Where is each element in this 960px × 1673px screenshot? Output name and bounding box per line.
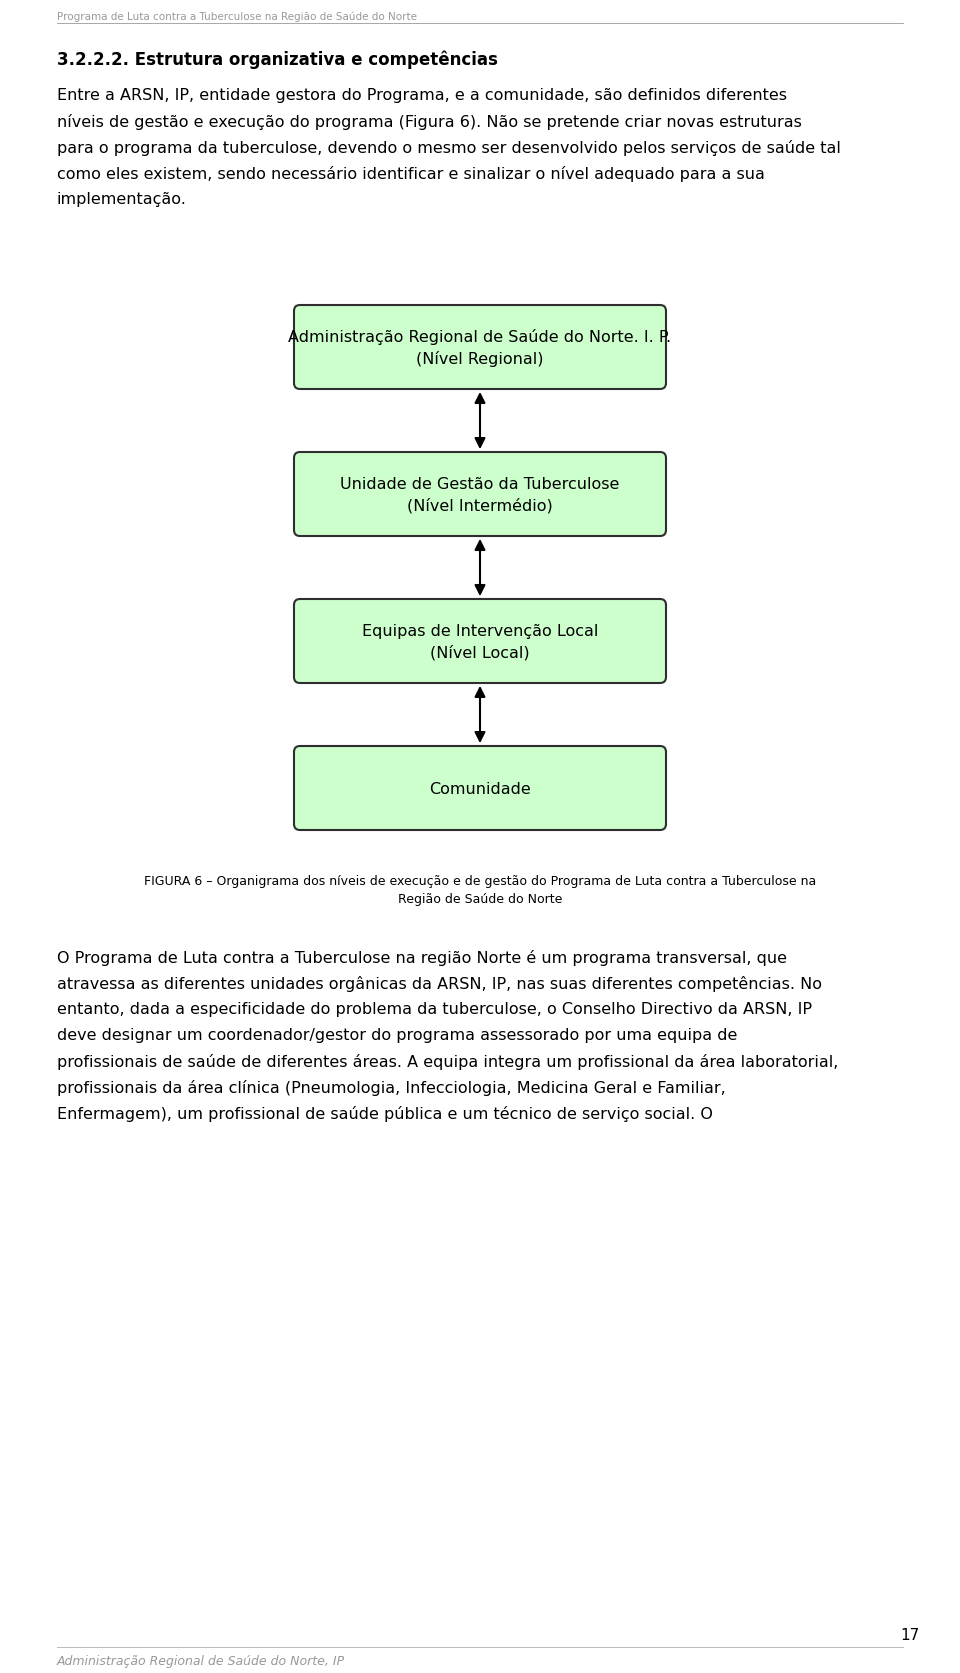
FancyBboxPatch shape: [294, 599, 666, 684]
Text: Programa de Luta contra a Tuberculose na Região de Saúde do Norte: Programa de Luta contra a Tuberculose na…: [57, 12, 417, 22]
FancyBboxPatch shape: [294, 306, 666, 390]
Text: FIGURA 6 – Organigrama dos níveis de execução e de gestão do Programa de Luta co: FIGURA 6 – Organigrama dos níveis de exe…: [144, 875, 816, 887]
Text: (Nível Regional): (Nível Regional): [417, 351, 543, 366]
Text: Equipas de Intervenção Local: Equipas de Intervenção Local: [362, 622, 598, 637]
Text: (Nível Intermédio): (Nível Intermédio): [407, 499, 553, 514]
Text: 17: 17: [900, 1628, 920, 1641]
Text: Enfermagem), um profissional de saúde pública e um técnico de serviço social. O: Enfermagem), um profissional de saúde pú…: [57, 1106, 713, 1121]
Text: profissionais da área clínica (Pneumologia, Infecciologia, Medicina Geral e Fami: profissionais da área clínica (Pneumolog…: [57, 1079, 726, 1096]
Text: níveis de gestão e execução do programa (Figura 6). Não se pretende criar novas : níveis de gestão e execução do programa …: [57, 114, 802, 130]
Text: O Programa de Luta contra a Tuberculose na região Norte é um programa transversa: O Programa de Luta contra a Tuberculose …: [57, 950, 787, 965]
Text: deve designar um coordenador/gestor do programa assessorado por uma equipa de: deve designar um coordenador/gestor do p…: [57, 1027, 737, 1042]
FancyBboxPatch shape: [294, 453, 666, 537]
Text: 3.2.2.2. Estrutura organizativa e competências: 3.2.2.2. Estrutura organizativa e compet…: [57, 50, 498, 69]
Text: profissionais de saúde de diferentes áreas. A equipa integra um profissional da : profissionais de saúde de diferentes áre…: [57, 1054, 838, 1069]
Text: atravessa as diferentes unidades orgânicas da ARSN, IP, nas suas diferentes comp: atravessa as diferentes unidades orgânic…: [57, 975, 822, 992]
Text: Administração Regional de Saúde do Norte. I. P.: Administração Regional de Saúde do Norte…: [288, 330, 672, 345]
Text: entanto, dada a especificidade do problema da tuberculose, o Conselho Directivo : entanto, dada a especificidade do proble…: [57, 1002, 812, 1017]
Text: para o programa da tuberculose, devendo o mesmo ser desenvolvido pelos serviços : para o programa da tuberculose, devendo …: [57, 141, 841, 156]
Text: (Nível Local): (Nível Local): [430, 644, 530, 661]
Text: Unidade de Gestão da Tuberculose: Unidade de Gestão da Tuberculose: [340, 477, 620, 492]
Text: Região de Saúde do Norte: Região de Saúde do Norte: [397, 892, 563, 905]
Text: Comunidade: Comunidade: [429, 781, 531, 796]
Text: Entre a ARSN, IP, entidade gestora do Programa, e a comunidade, são definidos di: Entre a ARSN, IP, entidade gestora do Pr…: [57, 89, 787, 104]
Text: como eles existem, sendo necessário identificar e sinalizar o nível adequado par: como eles existem, sendo necessário iden…: [57, 166, 765, 182]
Text: Administração Regional de Saúde do Norte, IP: Administração Regional de Saúde do Norte…: [57, 1655, 346, 1666]
FancyBboxPatch shape: [294, 746, 666, 830]
Text: implementação.: implementação.: [57, 192, 187, 207]
